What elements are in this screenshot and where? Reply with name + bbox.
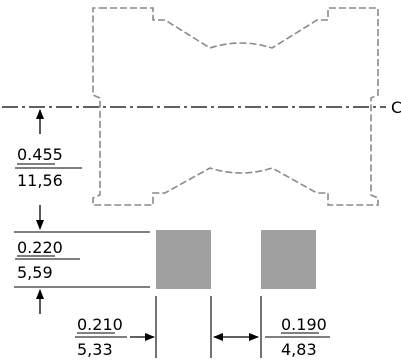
dim-pad-width-inches: 0.210 [77,315,123,334]
centerline-label: C [391,98,401,117]
pad-left [156,230,211,289]
pad-right [261,230,316,289]
dim-pad-gap-inches: 0.190 [281,315,327,334]
dim-pad-height-inches: 0.220 [17,238,63,257]
dim-pad-height-mm: 5,59 [17,263,53,282]
dim-pad-width-mm: 5,33 [77,340,113,359]
dimension-vertical-top: 0.455 11,56 [15,109,82,230]
dim-pad-gap-mm: 4,83 [281,340,317,359]
dimension-pad-gap: 0.190 4,83 [213,315,330,359]
dim-top-mm: 11,56 [17,171,63,190]
dimension-pad-width: 0.210 5,33 [75,315,155,359]
dimension-pad-height: 0.220 5,59 [15,238,80,314]
component-outline [92,7,379,206]
dim-top-inches: 0.455 [17,145,63,164]
